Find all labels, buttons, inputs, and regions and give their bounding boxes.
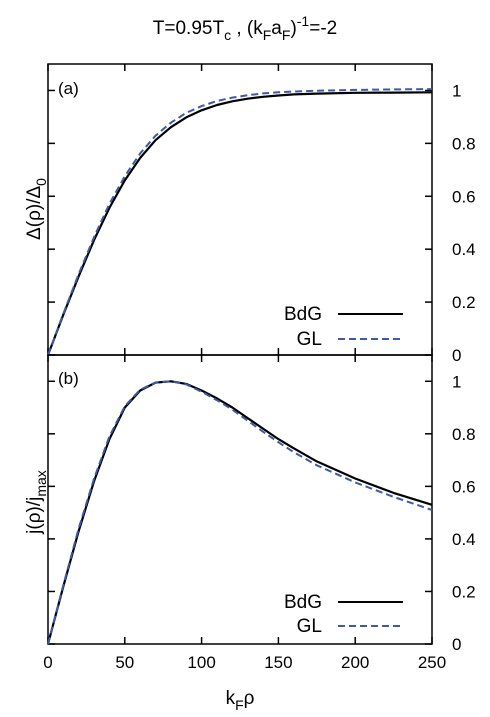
legend-a-gl-label: GL	[297, 329, 322, 350]
title-tail: =-2	[309, 18, 337, 39]
panel-a-frame	[47, 63, 433, 356]
panel-a-y-tick-labels: 0 0.2 0.4 0.6 0.8 1	[452, 81, 476, 365]
panel-b-xlabel: kFρ	[226, 688, 255, 713]
panel-b-ylabel-sub: max	[33, 470, 49, 496]
panel-b-ytick-label: 0.8	[452, 425, 476, 444]
figure-title: T=0.95Tc , (kFaF)-1=-2	[153, 13, 337, 43]
series-line-gl	[47, 380, 433, 645]
panel-b-label: (b)	[58, 369, 79, 388]
panel-b-ytick-label: 1	[452, 372, 461, 391]
panel-a-ytick-label: 0.2	[452, 293, 476, 312]
panel-b-ytick-label: 0.2	[452, 582, 476, 601]
panel-b-x-tick-labels: 0 50 100 150 200 250	[43, 653, 446, 672]
panel-a-ytick-label: 0.8	[452, 134, 476, 153]
panel-a-ytick-label: 0	[452, 346, 461, 365]
title-exp: -1	[297, 13, 310, 29]
xlabel-rho: ρ	[244, 688, 255, 709]
panel-b-ytick-label: 0.4	[452, 530, 476, 549]
series-line-gl	[47, 88, 433, 356]
series-line-bdg	[46, 91, 433, 356]
title-a: a	[271, 18, 282, 39]
panel-b-xtick-label: 250	[418, 653, 446, 672]
panel-b-xtick-label: 50	[115, 653, 134, 672]
panel-b-ytick-label: 0	[452, 635, 461, 654]
panel-a-legend: BdG GL	[284, 304, 403, 350]
title-c-sub: c	[224, 27, 231, 43]
panel-a-ylabel-sub: 0	[33, 178, 49, 186]
panel-a-ytick-label: 0.4	[452, 240, 476, 259]
legend-b-bdg-label: BdG	[284, 592, 322, 613]
panel-b-ytick-label: 0.6	[452, 477, 476, 496]
panel-a-ytick-label: 1	[452, 81, 461, 100]
panel-b-ylabel-main: j(ρ)/j	[24, 497, 45, 535]
title-paren: )	[290, 18, 296, 39]
xlabel-f-sub: F	[235, 697, 244, 713]
panel-a-ticks	[47, 64, 433, 356]
title-t: T=0.95T	[153, 18, 225, 39]
panel-b-series	[46, 380, 433, 645]
panel-b-xtick-label: 150	[264, 653, 292, 672]
title-kf: , (k	[231, 18, 263, 39]
panel-b-ylabel: j(ρ)/jmax	[24, 470, 49, 535]
panel-a: (a) Δ(ρ)/Δ0 00.20.40.60.81 BdG GL	[24, 63, 476, 365]
panel-b-y-tick-labels: 0 0.2 0.4 0.6 0.8 1	[452, 372, 476, 654]
panel-a-ytick-label: 0.6	[452, 187, 476, 206]
panel-b-legend: BdG GL	[284, 592, 403, 637]
panel-a-label: (a)	[58, 79, 79, 98]
title-f-sub2: F	[282, 27, 291, 43]
legend-a-bdg-label: BdG	[284, 304, 322, 325]
series-line-bdg	[46, 380, 433, 645]
panel-a-ylabel: Δ(ρ)/Δ0	[24, 178, 49, 240]
title-f-sub1: F	[263, 27, 272, 43]
legend-b-gl-label: GL	[297, 616, 322, 637]
panel-a-ylabel-main: Δ(ρ)/Δ	[24, 186, 45, 240]
panel-b-xtick-label: 200	[341, 653, 369, 672]
panel-b-xtick-label: 100	[187, 653, 215, 672]
panel-a-series	[46, 88, 433, 356]
xlabel-k: k	[226, 688, 236, 709]
panel-b-xtick-label: 0	[43, 653, 52, 672]
panel-b: (b) j(ρ)/jmax 0 0.2 0.4 0.6 0.8 1 0 50 100 150 20…	[24, 354, 476, 713]
panel-b-frame	[47, 354, 433, 645]
panel-b-ticks	[47, 355, 433, 645]
